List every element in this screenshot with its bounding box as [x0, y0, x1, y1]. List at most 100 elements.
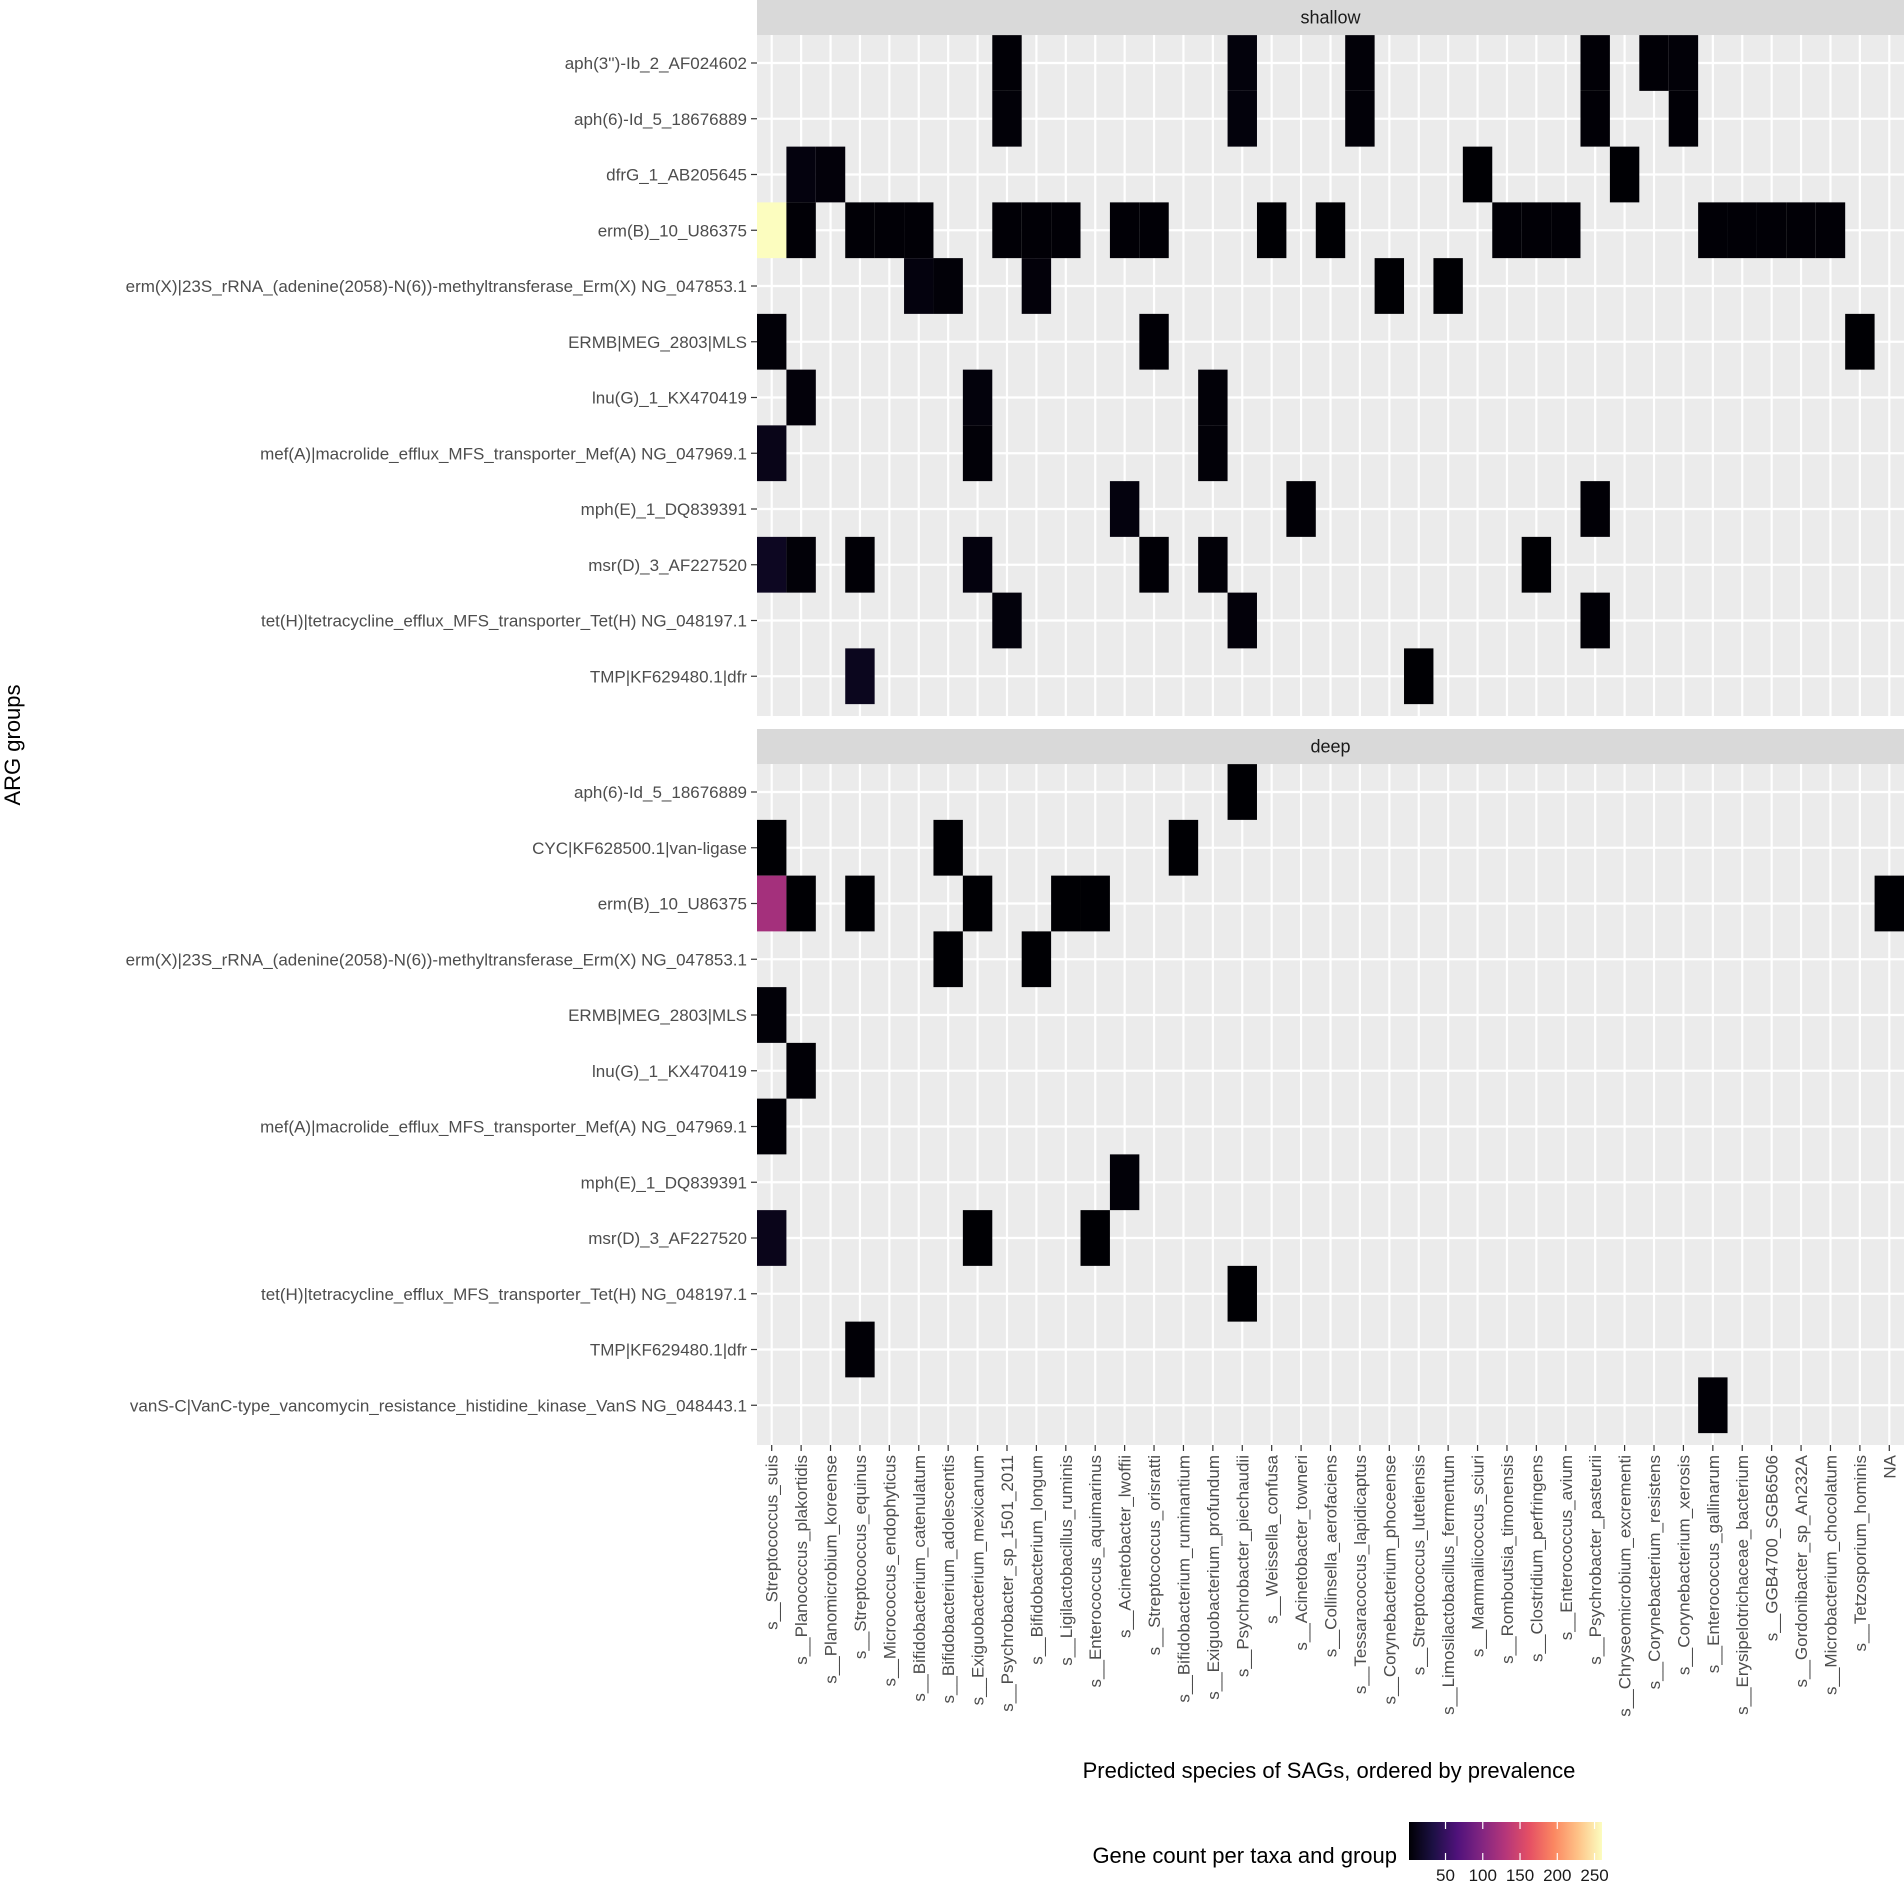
heatmap-cell: [1021, 931, 1052, 988]
y-tick-label: vanS-C|VanC-type_vancomycin_resistance_h…: [130, 1396, 747, 1415]
x-tick-label: s__Psychrobacter_sp_1501_2011: [998, 1455, 1017, 1712]
x-tick-label: s__Planococcus_plakortidis: [792, 1455, 811, 1665]
heatmap-cell: [757, 1098, 787, 1155]
x-tick-label: s__Psychrobacter_pasteurii: [1586, 1455, 1605, 1665]
x-tick-label: s__Collinsella_aerofaciens: [1322, 1455, 1341, 1657]
heatmap-cell: [1551, 202, 1581, 259]
x-tick-label: s__Micrococcus_endophyticus: [880, 1455, 899, 1687]
heatmap-cell: [757, 425, 787, 482]
heatmap-cell: [1021, 258, 1052, 314]
heatmap-cell: [1139, 313, 1169, 370]
y-axis-title: ARG groups: [0, 684, 25, 805]
heatmap-cell: [757, 875, 787, 932]
heatmap-cell: [904, 202, 934, 259]
facet-strip: [757, 729, 1904, 764]
heatmap-cell: [1756, 202, 1787, 259]
heatmap-cell: [815, 146, 846, 203]
heatmap-cell: [786, 536, 816, 593]
x-tick-label: s__Streptococcus_lutetiensis: [1410, 1455, 1429, 1675]
x-tick-label: s__Erysipelotrichaceae_bacterium: [1733, 1455, 1752, 1715]
x-tick-label: s__Psychrobacter_piechaudii: [1233, 1455, 1252, 1677]
panel-deep: deep aph(6)-Id_5_18676889 CYC|KF628500.1|v…: [126, 729, 1904, 1445]
heatmap-cell: [1139, 202, 1169, 259]
y-tick-label: dfrG_1_AB205645: [606, 166, 747, 185]
x-tick-label: s__Clostridium_perfringens: [1527, 1455, 1546, 1662]
x-tick-label: s__Limosilactobacillus_fermentum: [1439, 1455, 1458, 1715]
legend-ticks: 50 100 150 200 250: [1436, 1822, 1609, 1885]
heatmap-cell: [1580, 481, 1610, 537]
facet-strip-label: shallow: [1300, 8, 1361, 28]
heatmap-cell: [1521, 536, 1552, 593]
legend-title: Gene count per taxa and group: [1092, 1843, 1397, 1868]
heatmap-cell: [962, 1210, 993, 1266]
heatmap-cell: [962, 875, 993, 932]
y-axis-deep: aph(6)-Id_5_18676889 CYC|KF628500.1|van-l…: [126, 783, 757, 1415]
y-tick-label: erm(B)_10_U86375: [598, 221, 747, 240]
x-tick-label: NA: [1880, 1454, 1899, 1478]
heatmap-cell: [1668, 90, 1699, 147]
heatmap-cell: [1433, 258, 1463, 314]
heatmap-cell: [1168, 819, 1199, 876]
heatmap-cell: [786, 875, 816, 932]
legend-tick-label: 150: [1506, 1866, 1534, 1885]
x-tick-label: s__Ligilactobacillus_ruminis: [1057, 1455, 1076, 1666]
heatmap-cell: [845, 1321, 875, 1378]
x-tick-label: s__Bifidobacterium_adolescentis: [939, 1455, 958, 1704]
heatmap-cell: [1609, 146, 1640, 203]
facet-panels: shallow aph(3'')-Ib_2_AF024602 aph(6)-Id_5…: [126, 0, 1904, 1445]
heatmap-cell: [757, 819, 787, 876]
heatmap-cell: [992, 592, 1022, 649]
legend-color-bar: [1409, 1822, 1602, 1860]
y-tick-label: aph(3'')-Ib_2_AF024602: [565, 54, 747, 73]
x-tick-label: s__Acinetobacter_towneri: [1292, 1455, 1311, 1651]
heatmap-cell: [1021, 202, 1052, 259]
heatmap-cell: [1227, 592, 1257, 649]
heatmap-cell: [1198, 425, 1228, 482]
y-tick-label: erm(X)|23S_rRNA_(adenine(2058)-N(6))-met…: [126, 277, 747, 296]
x-tick-label: s__Mammaliicoccus_sciuri: [1469, 1455, 1488, 1657]
heatmap-cell: [1139, 536, 1169, 593]
heatmap-cell: [992, 90, 1022, 147]
heatmap-cell: [1109, 1154, 1140, 1211]
y-tick-label: mef(A)|macrolide_efflux_MFS_transporter_…: [260, 1118, 747, 1137]
x-tick-label: s__Corynebacterium_resistens: [1645, 1455, 1664, 1689]
x-tick-label: s__Enterococcus_gallinarum: [1704, 1455, 1723, 1673]
heatmap-cell: [1345, 35, 1375, 91]
y-tick-label: mph(E)_1_DQ839391: [581, 500, 747, 519]
heatmap-cell: [786, 202, 816, 259]
y-tick-label: msr(D)_3_AF227520: [588, 1229, 747, 1248]
panel-grid: [757, 764, 1904, 1445]
y-tick-label: mph(E)_1_DQ839391: [581, 1173, 747, 1192]
x-tick-label: s__GGB4700_SGB6506: [1763, 1455, 1782, 1641]
heatmap-cell: [845, 875, 875, 932]
heatmap-cell: [1227, 90, 1257, 147]
x-tick-label: s__Streptococcus_equinus: [851, 1455, 870, 1659]
heatmap-cell: [757, 987, 787, 1043]
heatmap-cell: [1462, 146, 1493, 203]
heatmap-cell: [757, 536, 787, 593]
heatmap-cell: [1227, 35, 1257, 91]
heatmap-cell: [1109, 202, 1140, 259]
facet-strip-label: deep: [1310, 737, 1350, 757]
heatmap-cell: [962, 536, 993, 593]
y-tick-label: ERMB|MEG_2803|MLS: [568, 333, 747, 352]
heatmap-cell: [845, 648, 875, 705]
x-tick-label: s__Enterococcus_aquimarinus: [1086, 1455, 1105, 1687]
y-tick-label: erm(X)|23S_rRNA_(adenine(2058)-N(6))-met…: [126, 950, 747, 969]
heatmap-cell: [1845, 313, 1875, 370]
heatmap-cell: [1521, 202, 1552, 259]
heatmap-cell: [1286, 481, 1316, 537]
x-tick-label: s__Tetzosporium_hominis: [1851, 1455, 1870, 1652]
heatmap-cell: [1580, 592, 1610, 649]
heatmap-cell: [933, 931, 963, 988]
x-tick-label: s__Acinetobacter_lwoffii: [1116, 1455, 1135, 1638]
y-tick-label: tet(H)|tetracycline_efflux_MFS_transport…: [261, 1285, 747, 1304]
heatmap-cell: [1815, 202, 1846, 259]
heatmap-cell: [1227, 764, 1257, 820]
y-tick-label: lnu(G)_1_KX470419: [592, 1062, 747, 1081]
heatmap-tiles: [757, 764, 1904, 1434]
legend-tick-label: 100: [1469, 1866, 1497, 1885]
y-tick-label: CYC|KF628500.1|van-ligase: [532, 839, 747, 858]
heatmap-cell: [1080, 1210, 1110, 1266]
x-tick-label: s__Chryseomicrobium_excrementi: [1616, 1455, 1635, 1717]
